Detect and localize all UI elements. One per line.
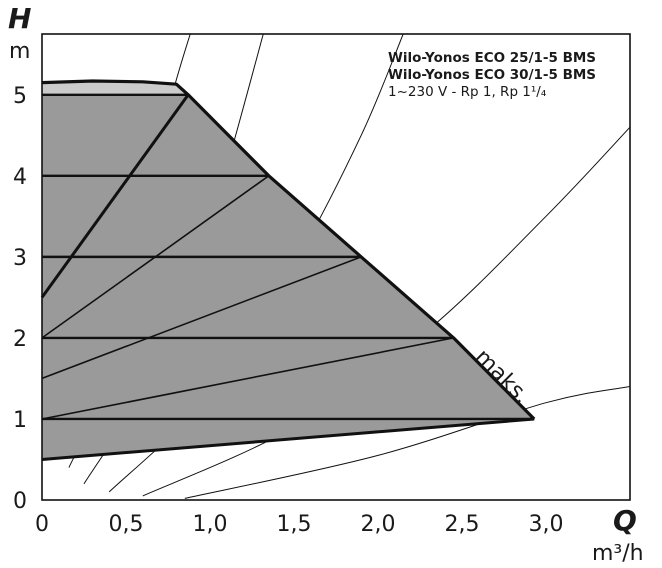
control-lines [40, 79, 536, 461]
y-tick-label: 1 [13, 408, 27, 433]
x-tick-label: 1,5 [277, 512, 312, 537]
x-axis-label: Q [613, 504, 637, 537]
x-tick-label: 2,5 [445, 512, 480, 537]
dp-v-line-3m [41, 256, 362, 380]
y-tick-label: 3 [13, 246, 27, 271]
max-curve [41, 79, 536, 421]
y-tick-label: 2 [13, 327, 27, 352]
axes [41, 33, 631, 501]
dp-v-line-5m [40, 93, 190, 299]
y-axis-label: H [8, 2, 31, 35]
x-tick-label: 0,5 [109, 512, 144, 537]
system-curve-5 [184, 386, 630, 499]
plot-frame [41, 33, 631, 501]
y-axis-unit: m [9, 39, 30, 64]
y-tick-label: 0 [13, 489, 27, 514]
chart-title-line3: 1~230 V - Rp 1, Rp 1¹/₄ [388, 84, 546, 100]
x-tick-label: 0 [35, 512, 49, 537]
y-tick-label: 5 [13, 84, 27, 109]
chart-title-line1: Wilo-Yonos ECO 25/1-5 BMS [388, 50, 596, 66]
min-curve [41, 417, 535, 461]
x-tick-label: 3,0 [529, 512, 564, 537]
x-tick-label: 1,0 [193, 512, 228, 537]
tick-labels: 0 0,5 1,0 1,5 2,0 2,5 3,0 0 1 2 3 4 5 [13, 84, 564, 537]
chart-title-line2: Wilo-Yonos ECO 30/1-5 BMS [388, 67, 596, 83]
x-tick-label: 2,0 [361, 512, 396, 537]
x-axis-unit: m³/h [592, 541, 644, 566]
y-tick-label: 4 [13, 165, 27, 190]
dp-v-line-4m [41, 175, 270, 339]
dp-v-line-2m [41, 337, 454, 420]
